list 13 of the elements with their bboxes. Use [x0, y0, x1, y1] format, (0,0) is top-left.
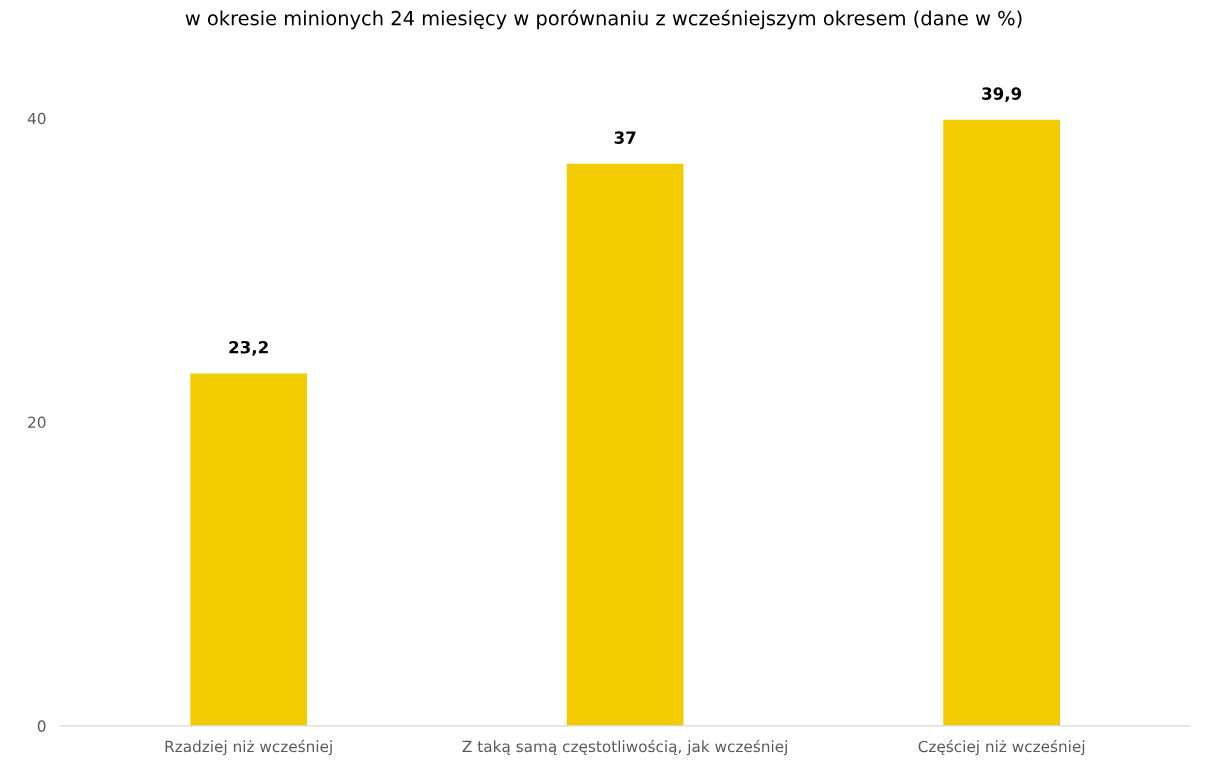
y-tick-label: 40 — [27, 112, 46, 125]
data-label: 23,2 — [229, 340, 268, 356]
x-tick-label: Częściej niż wcześniej — [918, 739, 1085, 756]
bar — [190, 373, 307, 726]
bar — [943, 119, 1060, 726]
bar — [566, 163, 684, 726]
y-tick-label: 0 — [37, 720, 46, 732]
x-tick-label: Rzadziej niż wcześniej — [165, 739, 332, 756]
y-tick-label: 20 — [28, 416, 46, 429]
data-label: 39,9 — [982, 87, 1022, 103]
x-tick-label: Z taką samą częstotliwością, jak wcześniej — [462, 739, 787, 756]
data-label: 37 — [614, 131, 636, 144]
chart-title: w okresie minionych 24 miesięcy w porównaniu z wcześniejszym okresem (dane w %) — [185, 9, 1022, 30]
